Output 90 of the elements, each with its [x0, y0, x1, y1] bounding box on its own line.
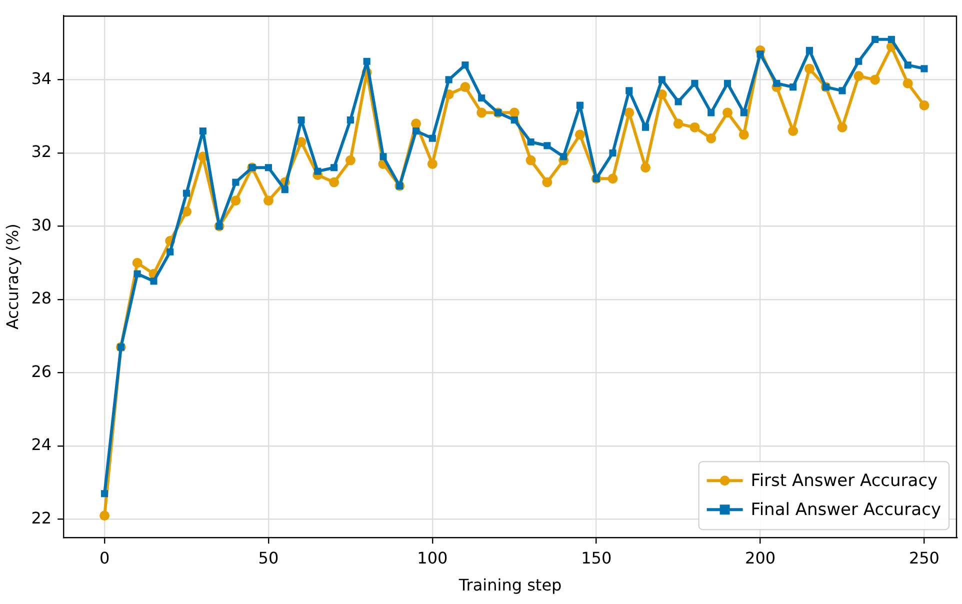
point: [412, 127, 420, 135]
point: [790, 83, 797, 91]
point: [708, 109, 715, 116]
point: [574, 130, 585, 140]
point: [380, 153, 387, 160]
point: [804, 64, 814, 74]
point: [608, 174, 618, 184]
point: [740, 109, 748, 116]
y-tick-label: 26: [31, 362, 52, 381]
point: [626, 87, 633, 94]
point: [427, 158, 438, 169]
x-tick-label: 50: [258, 548, 279, 568]
point: [281, 186, 288, 194]
x-tick-label: 150: [581, 548, 612, 568]
point: [756, 50, 764, 58]
legend-label: First Answer Accuracy: [750, 471, 938, 492]
point: [428, 134, 436, 142]
y-tick-label: 28: [31, 288, 52, 308]
point: [544, 142, 551, 150]
point: [101, 490, 108, 498]
point: [330, 164, 338, 172]
point: [576, 102, 584, 109]
point: [640, 162, 651, 173]
x-tick-label: 200: [745, 548, 776, 568]
point: [363, 58, 370, 65]
point: [690, 122, 700, 132]
y-axis-title: Accuracy (%): [2, 224, 22, 330]
point: [674, 98, 682, 106]
y-tick-label: 30: [31, 215, 52, 234]
point: [542, 177, 552, 188]
point: [166, 248, 174, 256]
point: [230, 196, 241, 206]
point: [150, 278, 158, 285]
point: [872, 36, 879, 43]
y-tick-label: 34: [31, 68, 52, 88]
point: [904, 62, 912, 69]
point: [314, 168, 322, 175]
point: [132, 258, 142, 268]
point: [920, 65, 928, 72]
point: [526, 155, 536, 166]
point: [870, 74, 880, 85]
point: [462, 62, 469, 69]
legend-label: Final Answer Accuracy: [750, 500, 942, 520]
point: [263, 196, 274, 206]
point: [788, 126, 798, 136]
point: [658, 76, 666, 84]
point: [478, 94, 486, 102]
point: [609, 149, 616, 157]
point: [329, 177, 340, 188]
y-tick-label: 24: [31, 435, 52, 454]
point: [854, 71, 864, 82]
point: [806, 46, 813, 54]
x-tick-label: 250: [908, 548, 940, 568]
point: [445, 76, 452, 84]
point: [345, 155, 356, 166]
point: [460, 82, 470, 92]
point: [706, 133, 716, 144]
point: [642, 124, 650, 131]
point: [624, 108, 634, 118]
point: [919, 100, 930, 110]
point: [182, 190, 190, 197]
point: [691, 80, 698, 87]
point: [134, 270, 141, 278]
point: [738, 130, 749, 140]
point: [346, 116, 354, 124]
x-tick-label: 0: [99, 548, 110, 568]
point: [773, 80, 780, 87]
point: [100, 510, 110, 521]
point: [510, 116, 518, 124]
point: [527, 138, 534, 146]
point: [560, 153, 568, 160]
y-tick-label: 22: [31, 508, 52, 528]
point: [411, 118, 422, 129]
point: [902, 78, 913, 88]
point: [232, 178, 240, 186]
point: [722, 108, 732, 118]
point: [298, 116, 305, 124]
point: [509, 108, 520, 118]
point: [673, 118, 684, 129]
point: [199, 127, 206, 135]
point: [724, 80, 732, 87]
x-tick-label: 100: [417, 548, 448, 568]
y-tick-label: 32: [31, 142, 52, 162]
x-axis-title: Training step: [458, 576, 562, 595]
point: [476, 108, 487, 118]
point: [888, 36, 895, 43]
point: [837, 122, 848, 132]
point: [838, 87, 846, 94]
point: [855, 58, 862, 65]
point: [264, 164, 272, 172]
